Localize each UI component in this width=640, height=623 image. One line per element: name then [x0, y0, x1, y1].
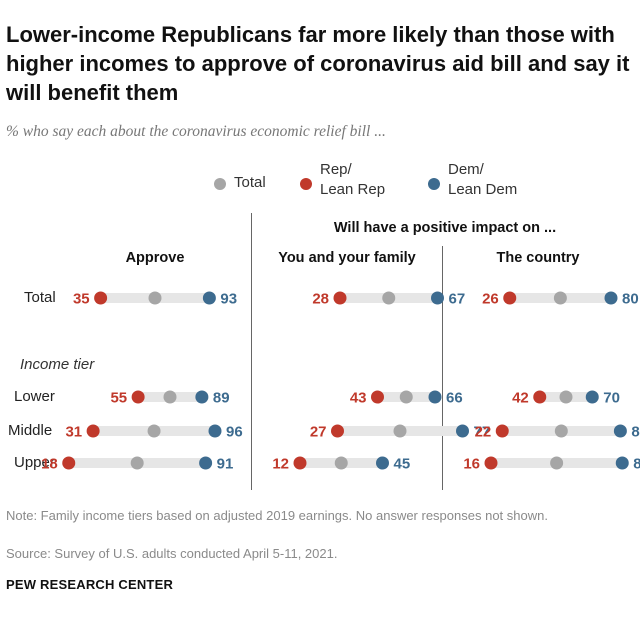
total-dot-1-middle	[393, 424, 407, 438]
dem-dot-2-total	[604, 291, 618, 305]
legend-total-label: Total	[234, 174, 266, 191]
row-label-total: Total	[24, 289, 56, 306]
total-dot-1-upper	[334, 456, 348, 470]
rep-value-1-total: 28	[312, 291, 329, 308]
rep-dot-2-upper	[484, 456, 498, 470]
dem-dot-0-lower	[195, 390, 209, 404]
dem-value-0-upper: 91	[217, 456, 234, 473]
chart-subtitle: % who say each about the coronavirus eco…	[6, 123, 386, 140]
dem-dot-1-lower	[428, 390, 442, 404]
panel-title-approve: Approve	[125, 250, 185, 266]
panel-divider-1	[251, 213, 252, 490]
dem-value-2-total: 80	[622, 291, 639, 308]
panel-divider-2	[442, 246, 443, 490]
total-dot-2-middle	[554, 424, 568, 438]
rep-value-1-upper: 12	[272, 456, 289, 473]
total-dot-1-lower	[399, 390, 413, 404]
rep-dot-2-total	[503, 291, 517, 305]
rep-dot-2-middle	[495, 424, 509, 438]
dem-dot-2-middle	[613, 424, 627, 438]
rep-value-1-lower: 43	[350, 390, 367, 407]
rep-value-0-lower: 55	[110, 390, 127, 407]
legend-dem-label-1: Dem/	[448, 161, 484, 178]
dem-dot-1-upper	[376, 456, 389, 470]
rep-dot-1-upper	[293, 456, 307, 470]
rep-dot-1-lower	[371, 390, 384, 404]
dem-dot-0-total	[202, 291, 216, 305]
rep-value-1-middle: 27	[310, 424, 327, 441]
dem-value-1-middle: 77	[474, 424, 491, 441]
row-label-lower: Lower	[14, 388, 55, 405]
income-tier-label: Income tier	[20, 356, 95, 373]
dem-dot-2-lower	[585, 390, 599, 404]
impact-supertitle: Will have a positive impact on ...	[333, 220, 557, 236]
dem-value-0-middle: 96	[226, 424, 243, 441]
dem-value-1-upper: 45	[394, 456, 411, 473]
note-text: Note: Family income tiers based on adjus…	[6, 508, 548, 523]
legend-dem-label-2: Lean Dem	[448, 181, 518, 198]
dem-value-0-total: 93	[220, 291, 237, 308]
rep-dot-0-lower	[131, 390, 145, 404]
total-dot-0-total	[148, 291, 162, 305]
dem-value-2-lower: 70	[603, 390, 620, 407]
rep-value-2-total: 26	[482, 291, 499, 308]
dem-value-1-total: 67	[449, 291, 466, 308]
rep-dot-1-total	[333, 291, 347, 305]
dem-value-2-middle: 85	[631, 424, 640, 441]
dem-dot-0-upper	[199, 456, 213, 470]
dem-value-0-lower: 89	[213, 390, 230, 407]
source-text: Source: Survey of U.S. adults conducted …	[6, 546, 338, 561]
total-dot-0-upper	[130, 456, 144, 470]
rep-dot-2-lower	[533, 390, 547, 404]
total-dot-2-lower	[559, 390, 573, 404]
dem-dot-1-total	[431, 291, 444, 305]
rep-dot-1-middle	[331, 424, 344, 438]
rep-value-2-middle: 22	[475, 424, 492, 441]
legend-rep-label-1: Rep/	[320, 161, 352, 178]
rep-dot-0-upper	[62, 456, 76, 470]
dem-dot-0-middle	[208, 424, 222, 438]
total-dot-2-upper	[550, 456, 564, 470]
row-label-upper: Upper	[14, 454, 55, 471]
rep-value-2-lower: 42	[512, 390, 529, 407]
row-label-middle: Middle	[8, 422, 53, 439]
rep-dot-0-middle	[86, 424, 100, 438]
dem-dot-1-middle	[456, 424, 469, 438]
rep-dot-0-total	[94, 291, 108, 305]
total-dot-0-middle	[147, 424, 161, 438]
dem-dot-2-upper	[615, 456, 629, 470]
chart-title: Lower-income Republicans far more likely…	[6, 22, 630, 105]
legend-rep-dot	[300, 178, 312, 190]
legend-dem-dot	[428, 178, 440, 190]
panel-title-family: You and your family	[278, 250, 416, 266]
total-dot-1-total	[382, 291, 396, 305]
total-dot-2-total	[553, 291, 567, 305]
pew-brand: PEW RESEARCH CENTER	[6, 577, 174, 592]
dem-value-2-upper: 86	[633, 456, 640, 473]
total-dot-0-lower	[163, 390, 177, 404]
panel-title-country: The country	[496, 250, 580, 266]
rep-value-2-upper: 16	[463, 456, 480, 473]
legend-total-dot	[214, 178, 226, 190]
dem-value-1-lower: 66	[446, 390, 463, 407]
rep-value-0-total: 35	[73, 291, 90, 308]
rep-value-0-middle: 31	[65, 424, 82, 441]
legend-rep-label-2: Lean Rep	[320, 181, 386, 198]
rep-value-0-upper: 18	[41, 456, 58, 473]
